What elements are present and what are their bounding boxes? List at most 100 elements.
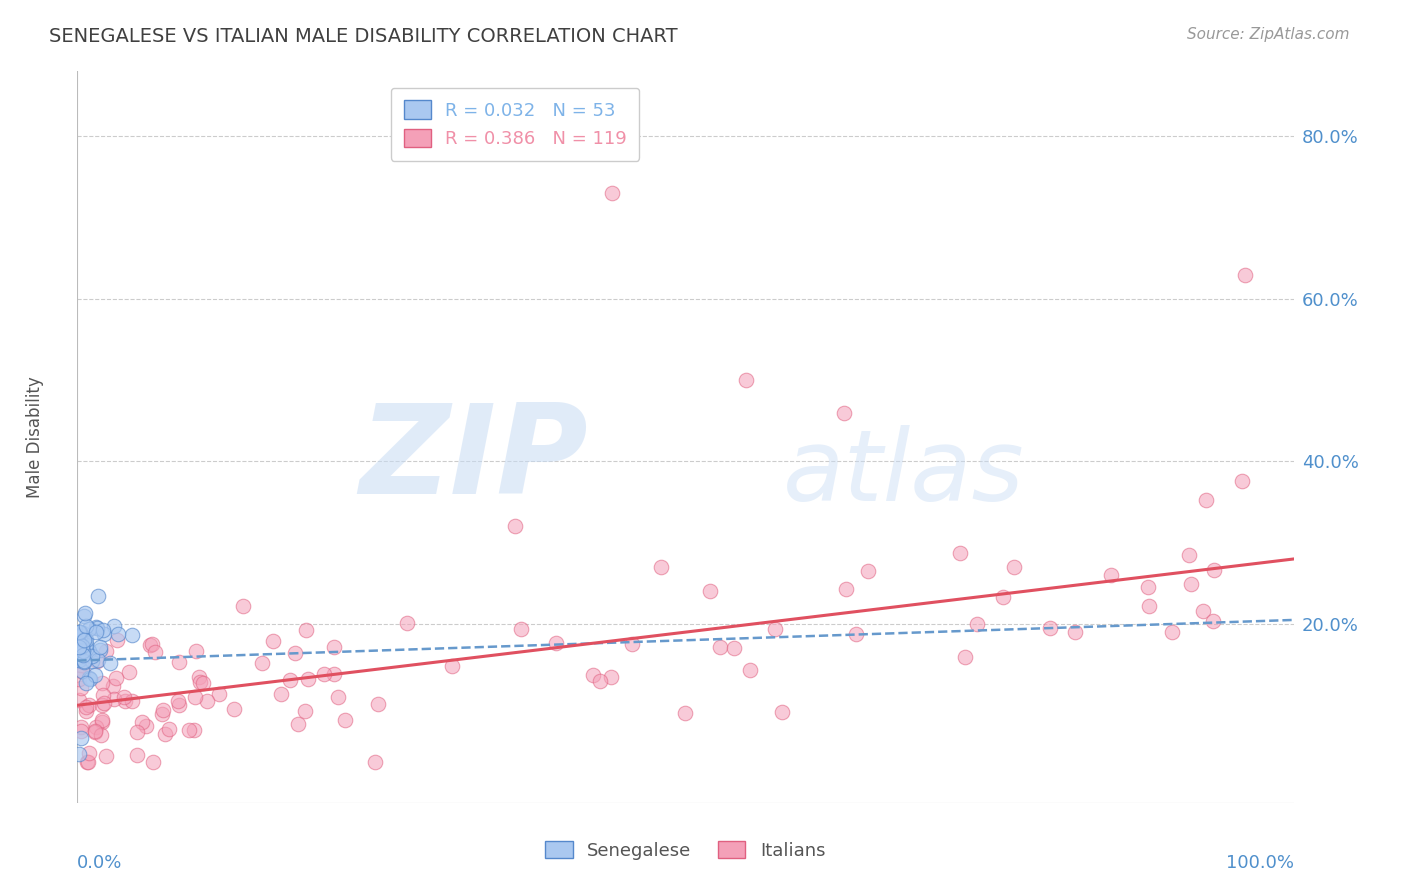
Point <box>67 648 90 662</box>
Point <box>82 648 104 663</box>
Point <box>67 653 90 667</box>
Point <box>89 640 111 655</box>
Point <box>323 640 346 654</box>
Point <box>91 676 114 690</box>
Point <box>70 723 93 738</box>
Point <box>91 714 114 728</box>
Point <box>72 625 94 640</box>
Point <box>1039 621 1062 635</box>
Point <box>763 622 786 636</box>
Point <box>270 687 292 701</box>
Point <box>991 590 1014 604</box>
Point <box>73 633 96 648</box>
Point <box>87 589 110 603</box>
Point <box>112 690 135 704</box>
Point <box>1161 625 1184 640</box>
Point <box>191 675 214 690</box>
Point <box>72 648 94 663</box>
Point <box>1063 625 1085 640</box>
Point <box>90 714 112 729</box>
Point <box>167 698 190 713</box>
Point <box>1192 604 1215 618</box>
Point <box>699 584 721 599</box>
Point <box>69 658 91 673</box>
Point <box>152 703 174 717</box>
Point <box>84 620 107 634</box>
Point <box>1002 560 1025 574</box>
Text: Male Disability: Male Disability <box>25 376 44 498</box>
Point <box>91 624 114 638</box>
Point <box>141 637 163 651</box>
Point <box>67 625 90 640</box>
Point <box>735 373 758 387</box>
Point <box>93 696 115 710</box>
Point <box>208 687 231 701</box>
Point <box>107 626 129 640</box>
Point <box>509 622 531 636</box>
Point <box>72 639 94 653</box>
Point <box>69 629 91 643</box>
Point <box>440 659 463 673</box>
Point <box>72 665 94 680</box>
Point <box>103 619 125 633</box>
Point <box>295 623 318 637</box>
Point <box>70 639 93 653</box>
Point <box>70 643 93 657</box>
Point <box>103 692 125 706</box>
Point <box>155 727 177 741</box>
Point <box>1202 563 1225 577</box>
Point <box>157 722 180 736</box>
Point <box>297 672 319 686</box>
Point <box>184 643 207 657</box>
Point <box>75 676 97 690</box>
Point <box>142 755 165 769</box>
Point <box>600 670 623 684</box>
Point <box>69 637 91 651</box>
Point <box>84 725 107 739</box>
Point <box>73 654 96 668</box>
Point <box>1177 548 1199 562</box>
Point <box>232 599 254 613</box>
Point <box>70 646 93 660</box>
Point <box>72 644 94 658</box>
Point <box>949 545 972 559</box>
Point <box>86 654 108 668</box>
Point <box>738 663 761 677</box>
Point <box>93 626 115 640</box>
Point <box>72 635 94 649</box>
Point <box>280 673 302 687</box>
Point <box>294 705 316 719</box>
Point <box>845 627 868 641</box>
Point <box>86 653 108 667</box>
Point <box>94 644 117 658</box>
Point <box>67 653 90 667</box>
Point <box>650 560 672 574</box>
Point <box>589 673 612 688</box>
Point <box>262 633 284 648</box>
Point <box>1137 599 1160 614</box>
Text: 0.0%: 0.0% <box>77 854 122 872</box>
Point <box>167 656 190 670</box>
Point <box>101 680 124 694</box>
Point <box>323 667 346 681</box>
Point <box>856 564 879 578</box>
Point <box>76 699 98 714</box>
Point <box>75 633 97 648</box>
Point <box>94 749 117 764</box>
Legend: Senegalese, Italians: Senegalese, Italians <box>538 834 832 867</box>
Point <box>73 608 96 623</box>
Point <box>114 694 136 708</box>
Point <box>602 186 624 201</box>
Point <box>250 657 273 671</box>
Point <box>326 690 349 705</box>
Text: ZIP: ZIP <box>360 399 588 519</box>
Point <box>67 692 90 706</box>
Point <box>69 633 91 648</box>
Point <box>835 582 858 597</box>
Point <box>84 668 107 682</box>
Point <box>73 631 96 645</box>
Point <box>75 633 97 648</box>
Point <box>1202 614 1225 628</box>
Point <box>84 724 107 739</box>
Point <box>76 704 98 718</box>
